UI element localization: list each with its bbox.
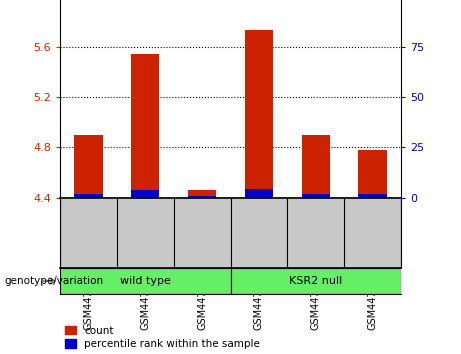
Bar (74, 194, 102, 198)
Bar (230, 268, 401, 294)
Bar (131, 54, 160, 198)
Bar (74, 135, 102, 198)
Bar (188, 196, 216, 198)
Bar (188, 190, 216, 198)
Text: genotype/variation: genotype/variation (5, 276, 104, 286)
Legend: count, percentile rank within the sample: count, percentile rank within the sample (65, 326, 260, 349)
Bar (245, 30, 273, 198)
Bar (301, 194, 330, 198)
Bar (245, 189, 273, 198)
Bar (301, 135, 330, 198)
Bar (131, 190, 160, 198)
Bar (60, 268, 230, 294)
Bar (358, 150, 387, 198)
Bar (358, 194, 387, 198)
Text: KSR2 null: KSR2 null (289, 276, 343, 286)
Text: wild type: wild type (120, 276, 171, 286)
